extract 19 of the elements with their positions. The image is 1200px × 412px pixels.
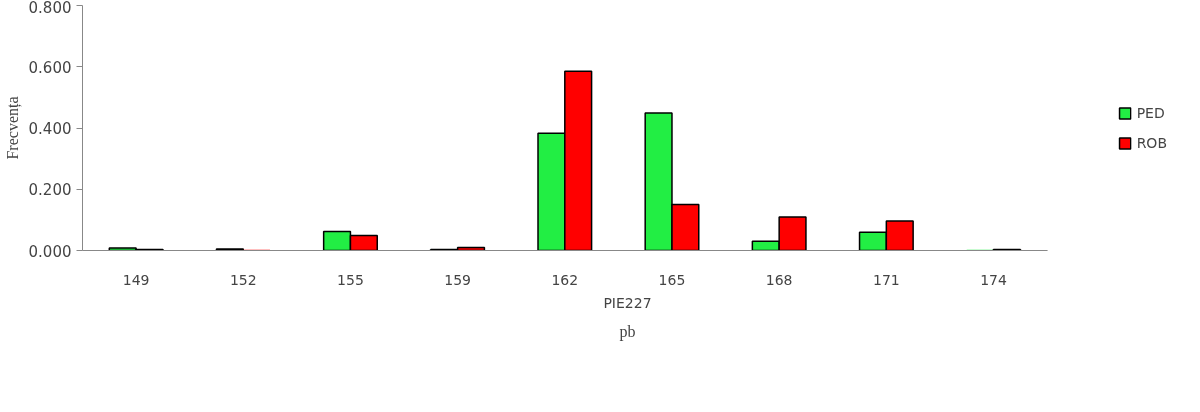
x-tick-label: 171 [872,271,900,288]
x-tick-label: 162 [551,271,579,288]
x-tick-label: 155 [337,271,364,288]
x-tick-label: 168 [765,271,793,288]
y-axis-title: Frecvența [3,96,22,160]
x-tick-label: 174 [980,271,1007,288]
legend-label: ROB [1136,134,1167,151]
x-axis-title: pb [619,322,636,341]
text: PIE227 [603,294,652,311]
y-tick-label: 0.000 [28,242,72,261]
y-tick-label: 0.600 [28,58,72,77]
x-tick-label: 152 [229,271,257,288]
y-tick-label: 0.800 [28,0,72,17]
x-tick-label: 159 [444,271,471,288]
y-tick-label: 0.200 [28,181,72,200]
x-tick-label: 165 [658,271,686,288]
x-tick-label: 149 [122,271,150,288]
y-tick-label: 0.400 [28,120,72,138]
legend-label: PED [1136,104,1166,121]
